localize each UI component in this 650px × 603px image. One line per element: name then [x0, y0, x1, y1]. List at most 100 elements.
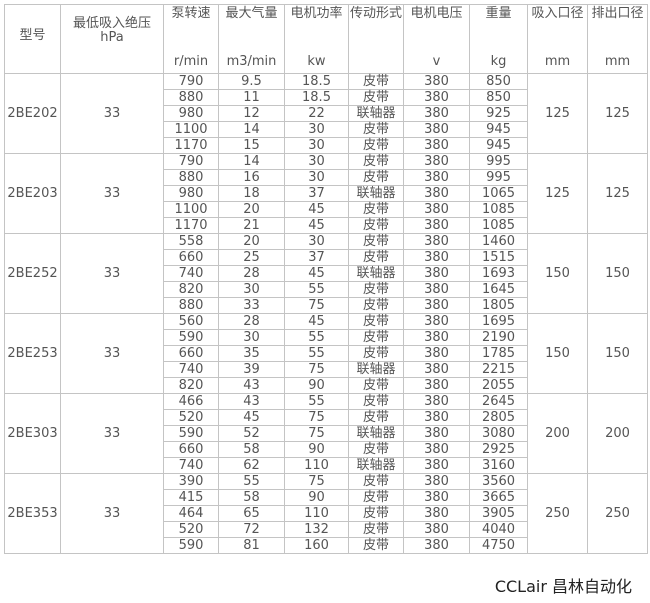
- data-cell: 2925: [469, 441, 528, 458]
- data-cell: 380: [403, 201, 470, 218]
- data-cell: 380: [403, 265, 470, 282]
- header-unit: mm: [544, 54, 571, 69]
- pressure-cell: 33: [60, 233, 164, 314]
- data-cell: 55: [218, 473, 285, 490]
- pressure-cell: 33: [60, 153, 164, 234]
- data-cell: 14: [218, 121, 285, 138]
- data-cell: 740: [163, 457, 219, 474]
- data-cell: 415: [163, 489, 219, 506]
- header-label: 电机电压: [410, 6, 463, 21]
- data-cell: 皮带: [348, 73, 404, 90]
- data-cell: 75: [284, 361, 349, 378]
- model-cell: 2BE303: [4, 393, 61, 474]
- data-cell: 850: [469, 73, 528, 90]
- table-row: 740 39 75 联轴器 380 2215: [5, 361, 648, 378]
- table-row: 590 52 75 联轴器 380 3080: [5, 425, 648, 442]
- table-row: 880 11 18.5 皮带 380 850: [5, 89, 648, 106]
- data-cell: 皮带: [348, 521, 404, 538]
- data-cell: 380: [403, 281, 470, 298]
- data-cell: 110: [284, 505, 349, 522]
- header-label: 型号: [19, 28, 46, 43]
- data-cell: 2805: [469, 409, 528, 426]
- data-cell: 30: [284, 137, 349, 154]
- data-cell: 110: [284, 457, 349, 474]
- table-row: 464 65 110 皮带 380 3905: [5, 505, 648, 522]
- data-cell: 980: [163, 185, 219, 202]
- data-cell: 2190: [469, 329, 528, 346]
- data-cell: 380: [403, 89, 470, 106]
- data-cell: 380: [403, 521, 470, 538]
- data-cell: 590: [163, 425, 219, 442]
- data-cell: 联轴器: [348, 457, 404, 474]
- data-cell: 55: [284, 345, 349, 362]
- data-cell: 380: [403, 345, 470, 362]
- header-row: 型号 最低吸入绝压 hPa 泵转速 r/min 最大气量 m3/min 电机功率 kw 传动形式电…: [4, 4, 648, 74]
- data-cell: 35: [218, 345, 285, 362]
- data-cell: 皮带: [348, 297, 404, 314]
- data-cell: 790: [163, 153, 219, 170]
- data-cell: 28: [218, 313, 285, 330]
- table-row: 740 62 110 联轴器 380 3160: [5, 457, 648, 474]
- data-cell: 820: [163, 377, 219, 394]
- data-cell: 850: [469, 89, 528, 106]
- column-header: 泵转速 r/min: [163, 4, 219, 74]
- data-cell: 380: [403, 409, 470, 426]
- data-cell: 37: [284, 185, 349, 202]
- data-cell: 3160: [469, 457, 528, 474]
- table-row: 820 43 90 皮带 380 2055: [5, 377, 648, 394]
- inlet-cell: 150: [527, 313, 588, 394]
- data-cell: 380: [403, 169, 470, 186]
- data-cell: 820: [163, 281, 219, 298]
- data-cell: 380: [403, 249, 470, 266]
- data-cell: 1170: [163, 217, 219, 234]
- header-label: 最大气量: [225, 6, 278, 21]
- data-cell: 皮带: [348, 217, 404, 234]
- data-cell: 75: [284, 425, 349, 442]
- data-cell: 560: [163, 313, 219, 330]
- data-cell: 1785: [469, 345, 528, 362]
- data-cell: 20: [218, 233, 285, 250]
- data-cell: 14: [218, 153, 285, 170]
- data-cell: 4040: [469, 521, 528, 538]
- table-row: 1100 14 30 皮带 380 945: [5, 121, 648, 138]
- data-cell: 联轴器: [348, 265, 404, 282]
- data-cell: 558: [163, 233, 219, 250]
- data-cell: 18: [218, 185, 285, 202]
- data-cell: 380: [403, 505, 470, 522]
- data-cell: 皮带: [348, 377, 404, 394]
- data-cell: 1695: [469, 313, 528, 330]
- data-cell: 30: [284, 233, 349, 250]
- data-cell: 55: [284, 281, 349, 298]
- data-cell: 380: [403, 489, 470, 506]
- data-cell: 380: [403, 137, 470, 154]
- data-cell: 1805: [469, 297, 528, 314]
- outlet-cell: 200: [587, 393, 648, 474]
- data-cell: 39: [218, 361, 285, 378]
- data-cell: 380: [403, 329, 470, 346]
- header-label: 吸入口径: [531, 6, 584, 21]
- column-header: 吸入口径 mm: [527, 4, 588, 74]
- data-cell: 皮带: [348, 89, 404, 106]
- pressure-cell: 33: [60, 73, 164, 154]
- data-cell: 12: [218, 105, 285, 122]
- data-cell: 925: [469, 105, 528, 122]
- data-cell: 45: [218, 409, 285, 426]
- data-cell: 380: [403, 297, 470, 314]
- data-cell: 520: [163, 521, 219, 538]
- watermark: CCLair 昌林自动化: [494, 577, 632, 596]
- outlet-cell: 150: [587, 313, 648, 394]
- column-header: 传动形式: [348, 4, 404, 74]
- header-label: 排出口径: [591, 6, 644, 21]
- data-cell: 皮带: [348, 329, 404, 346]
- header-unit: hPa: [100, 30, 124, 45]
- data-cell: 皮带: [348, 169, 404, 186]
- header-label: 传动形式: [349, 6, 402, 21]
- data-cell: 1515: [469, 249, 528, 266]
- header-unit: r/min: [173, 54, 209, 69]
- data-cell: 380: [403, 441, 470, 458]
- data-cell: 55: [284, 329, 349, 346]
- column-header: 型号: [4, 4, 61, 74]
- data-cell: 995: [469, 153, 528, 170]
- data-cell: 联轴器: [348, 361, 404, 378]
- data-cell: 380: [403, 361, 470, 378]
